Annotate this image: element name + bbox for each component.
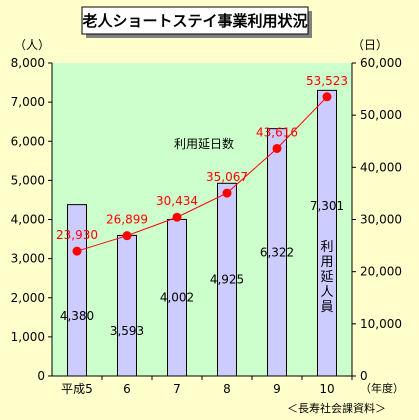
x-tick-label: 8 bbox=[223, 382, 231, 396]
x-tick-label: 平成5 bbox=[61, 382, 93, 396]
left-tick-label: 7,000 bbox=[11, 95, 45, 109]
line-value-label: 30,434 bbox=[156, 194, 198, 208]
line-value-label: 26,899 bbox=[106, 213, 148, 227]
x-tick-label: 10 bbox=[319, 382, 334, 396]
chart-title: 老人ショートステイ事業利用状況 bbox=[81, 12, 307, 30]
title-box bbox=[81, 6, 309, 35]
line-point bbox=[222, 188, 232, 198]
left-axis-unit: （人） bbox=[14, 38, 50, 52]
right-tick-label: 30,000 bbox=[360, 213, 402, 227]
left-tick-label: 4,000 bbox=[11, 213, 45, 227]
right-tick-label: 50,000 bbox=[360, 108, 402, 122]
line-value-label: 35,067 bbox=[206, 170, 248, 184]
left-tick-label: 2,000 bbox=[11, 291, 45, 305]
line-series-label: 利用延日数 bbox=[174, 136, 234, 151]
bar-value-label: 3,593 bbox=[110, 324, 144, 338]
line-value-label: 23,930 bbox=[56, 228, 98, 242]
bar-series-label-char: 人 bbox=[320, 285, 333, 300]
line-value-label: 43,616 bbox=[256, 125, 298, 139]
bar-value-label: 4,002 bbox=[160, 291, 194, 305]
bar-value-label: 7,301 bbox=[310, 199, 344, 213]
bar-series-label-char: 員 bbox=[320, 300, 333, 315]
right-tick-label: 0 bbox=[360, 369, 368, 383]
right-tick-label: 20,000 bbox=[360, 265, 402, 279]
right-tick-label: 10,000 bbox=[360, 317, 402, 331]
right-axis-unit: （日） bbox=[352, 38, 388, 52]
x-tick-label: 7 bbox=[173, 382, 181, 396]
bar-value-label: 4,925 bbox=[210, 273, 244, 287]
left-tick-label: 3,000 bbox=[11, 252, 45, 266]
bar bbox=[317, 89, 337, 377]
bar-value-label: 6,322 bbox=[260, 245, 294, 259]
left-tick-label: 1,000 bbox=[11, 330, 45, 344]
line-point bbox=[272, 143, 282, 153]
x-axis-unit: （年度） bbox=[360, 381, 404, 395]
bar bbox=[117, 234, 137, 377]
source-note: ＜長寿社会課資料＞ bbox=[287, 401, 386, 415]
left-tick-label: 0 bbox=[37, 369, 45, 383]
bar-value-label: 4,380 bbox=[60, 309, 94, 323]
plot-area bbox=[52, 63, 352, 376]
line-point bbox=[322, 92, 332, 102]
line-value-label: 53,523 bbox=[306, 74, 348, 88]
line-point bbox=[72, 246, 82, 256]
line-point bbox=[122, 231, 132, 241]
left-tick-label: 6,000 bbox=[11, 134, 45, 148]
bar-series-label-char: 用 bbox=[320, 255, 333, 270]
left-tick-label: 8,000 bbox=[11, 56, 45, 70]
days-line bbox=[76, 96, 328, 252]
right-tick-label: 40,000 bbox=[360, 160, 402, 174]
bar-series-label-char: 延 bbox=[320, 270, 333, 285]
x-tick-label: 6 bbox=[123, 382, 131, 396]
bar-series-label-char: 利 bbox=[320, 240, 333, 255]
right-tick-label: 60,000 bbox=[360, 56, 402, 70]
left-tick-label: 5,000 bbox=[11, 173, 45, 187]
line-point bbox=[172, 212, 182, 222]
x-tick-label: 9 bbox=[273, 382, 281, 396]
